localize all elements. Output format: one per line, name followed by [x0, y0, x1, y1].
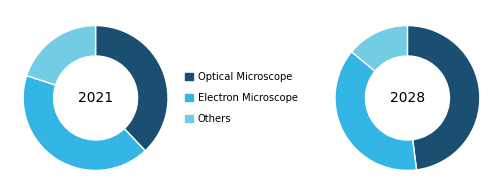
- Wedge shape: [407, 25, 480, 170]
- Text: 2028: 2028: [390, 91, 425, 105]
- Wedge shape: [27, 25, 96, 85]
- Wedge shape: [335, 52, 416, 171]
- Legend: Optical Microscope, Electron Microscope, Others: Optical Microscope, Electron Microscope,…: [185, 72, 298, 124]
- Text: 2021: 2021: [78, 91, 113, 105]
- Wedge shape: [352, 25, 407, 71]
- Wedge shape: [23, 76, 145, 171]
- Wedge shape: [96, 25, 168, 151]
